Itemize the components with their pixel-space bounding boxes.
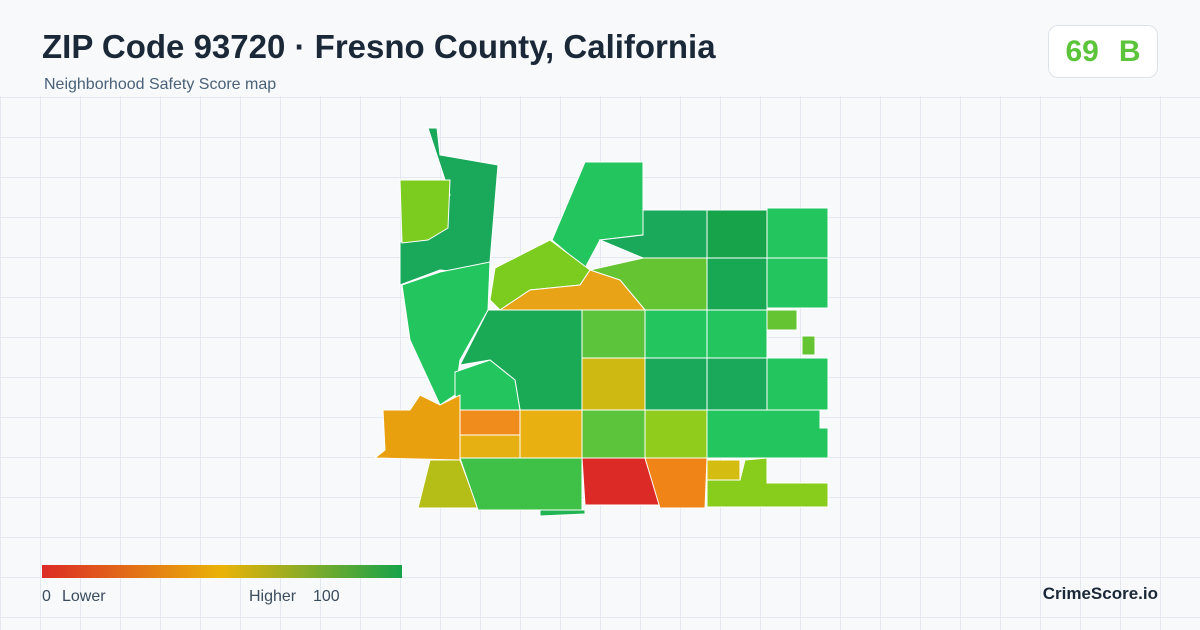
area	[581, 357, 646, 411]
area	[801, 335, 816, 356]
area	[766, 207, 829, 259]
area	[399, 179, 451, 244]
area	[459, 434, 521, 459]
score-value: 69	[1065, 34, 1099, 68]
area	[706, 257, 768, 311]
area	[706, 209, 768, 259]
area	[766, 309, 798, 331]
area	[401, 261, 491, 406]
area	[373, 394, 461, 461]
area	[581, 309, 646, 359]
subtitle: Neighborhood Safety Score map	[44, 76, 277, 93]
legend-min: 0	[42, 588, 51, 605]
area	[706, 357, 768, 411]
legend-max-label: Higher	[249, 588, 297, 605]
legend-max: 100	[313, 588, 340, 605]
legend-gradient	[42, 565, 402, 578]
area	[459, 409, 521, 436]
area	[644, 457, 708, 509]
area	[539, 509, 586, 517]
area	[706, 457, 829, 508]
area	[766, 257, 829, 309]
area	[519, 409, 583, 459]
area	[644, 409, 708, 459]
legend-min-label: Lower	[62, 588, 106, 605]
area	[766, 357, 829, 411]
area	[706, 409, 829, 459]
header-band	[0, 0, 1200, 96]
score-grade: B	[1118, 34, 1141, 68]
area	[459, 457, 583, 511]
area	[644, 357, 708, 411]
area	[706, 309, 768, 359]
score-badge: 69 B	[1048, 25, 1158, 78]
area	[706, 459, 741, 481]
title: ZIP Code 93720 · Fresno County, Californ…	[42, 28, 716, 65]
brand: CrimeScore.io	[1042, 584, 1158, 603]
area	[581, 409, 646, 459]
area	[644, 309, 708, 359]
